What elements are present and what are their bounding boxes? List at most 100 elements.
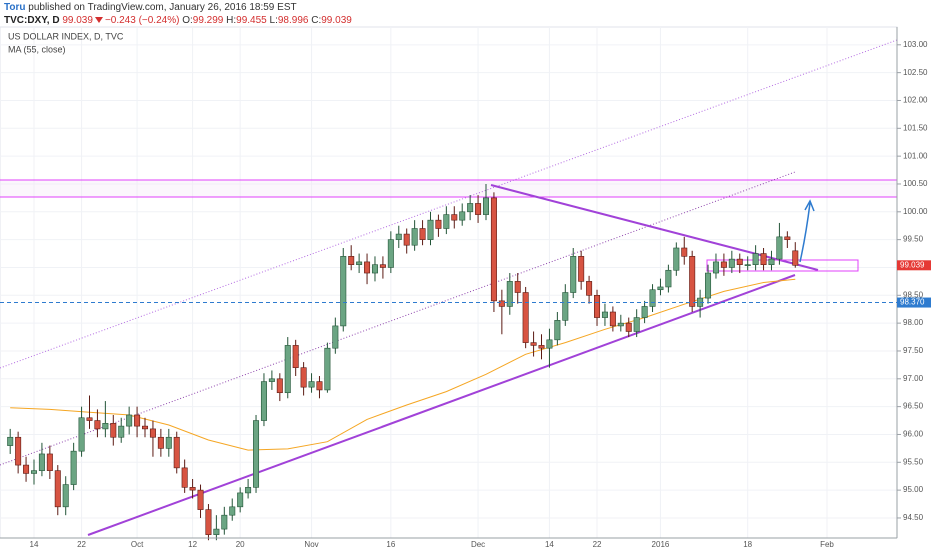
candle-body <box>126 414 133 427</box>
ohlc-label: L: <box>269 15 278 26</box>
candle-body <box>30 470 37 474</box>
x-tick-label: 12 <box>188 540 197 549</box>
candle-body <box>609 311 616 327</box>
candle-body <box>546 339 553 349</box>
candle-body <box>792 250 799 266</box>
x-tick-label: Nov <box>304 540 318 549</box>
candle-body <box>689 256 696 307</box>
x-tick-label: Oct <box>131 540 144 549</box>
candle-body <box>665 269 672 288</box>
drawings <box>0 39 898 536</box>
candle-body <box>94 420 101 430</box>
candle-body <box>490 197 497 302</box>
candle-body <box>601 311 608 318</box>
quote-line: TVC:DXY, D 99.039 −0.243 (−0.24%) O:99.29… <box>4 14 352 27</box>
ma-line <box>10 278 796 451</box>
published: published on TradingView.com, January 26… <box>28 2 297 13</box>
candle-body <box>157 436 164 449</box>
candle-body <box>760 253 767 265</box>
y-tick-label: 99.50 <box>903 235 924 244</box>
y-tick-label: 98.00 <box>903 318 924 327</box>
candle-body <box>705 272 712 299</box>
candle-body <box>562 292 569 321</box>
y-tick-label: 101.00 <box>903 151 928 160</box>
candle-body <box>586 281 593 296</box>
candle-body <box>149 428 156 438</box>
ohlc-label: C: <box>311 15 322 26</box>
x-tick-label: 22 <box>593 540 602 549</box>
x-tick-label: 14 <box>545 540 554 549</box>
candle-body <box>768 258 775 265</box>
candle-body <box>268 378 275 382</box>
candle-body <box>411 228 418 246</box>
last-price-label: 99.039 <box>900 260 925 269</box>
candle-body <box>379 264 386 268</box>
candle-body <box>38 453 45 471</box>
candle-body <box>205 509 212 535</box>
candle-body <box>23 464 30 474</box>
ohlc-label: O: <box>182 15 193 26</box>
candle-body <box>538 345 545 349</box>
candle-body <box>649 289 656 307</box>
candle-body <box>197 489 204 510</box>
y-tick-label: 102.00 <box>903 96 928 105</box>
candle-body <box>594 295 601 318</box>
candle-body <box>260 381 267 421</box>
candle-body <box>142 425 149 430</box>
candle-body <box>356 261 363 265</box>
legend-ma: MA (55, close) <box>8 44 66 54</box>
y-tick-label: 97.50 <box>903 346 924 355</box>
high: 99.455 <box>236 15 267 26</box>
last: 99.039 <box>62 15 93 26</box>
last-price-box <box>897 260 931 271</box>
candle-body <box>54 470 61 508</box>
candle-body <box>403 233 410 246</box>
candle-body <box>633 317 640 332</box>
candle-body <box>371 264 378 274</box>
candle-body <box>522 292 529 343</box>
candle-body <box>617 322 624 327</box>
y-tick-label: 94.50 <box>903 513 924 522</box>
candle-body <box>625 322 632 332</box>
y-tick-label: 102.50 <box>903 68 928 77</box>
x-tick-label: 18 <box>743 540 752 549</box>
y-tick-label: 95.00 <box>903 485 924 494</box>
candle-body <box>498 300 505 307</box>
x-tick-label: 20 <box>236 540 245 549</box>
candle-body <box>744 264 751 266</box>
candle-body <box>316 381 323 391</box>
candle-body <box>641 306 648 318</box>
target-box <box>706 259 859 272</box>
candle-body <box>181 467 188 488</box>
candle-body <box>728 258 735 268</box>
candle-body <box>62 484 69 508</box>
candle-body <box>245 487 252 494</box>
candle-body <box>340 256 347 327</box>
legend-title: US DOLLAR INDEX, D, TVC <box>8 31 124 41</box>
candle-body <box>419 228 426 240</box>
candle-body <box>300 367 307 388</box>
candle-body <box>118 425 125 438</box>
candle-body <box>506 281 513 307</box>
x-tick-label: Feb <box>820 540 834 549</box>
candle-body <box>134 414 141 427</box>
candle-body <box>752 253 759 265</box>
price-line-box <box>897 297 931 308</box>
support-line <box>87 274 796 536</box>
candle-body <box>673 247 680 271</box>
candle-body <box>7 436 14 446</box>
candle-body <box>554 320 561 341</box>
candle-body <box>530 342 537 346</box>
y-tick-label: 100.00 <box>903 207 928 216</box>
publish-line: Toru published on TradingView.com, Janua… <box>4 1 352 14</box>
y-tick-label: 96.50 <box>903 402 924 411</box>
candle-body <box>324 347 331 391</box>
channel-line <box>0 39 898 369</box>
ohlc-label: H: <box>226 15 237 26</box>
change: −0.243 (−0.24%) <box>104 15 180 26</box>
y-tick-label: 96.00 <box>903 430 924 439</box>
candle-body <box>292 345 299 368</box>
down-icon <box>94 17 103 24</box>
y-tick-label: 98.50 <box>903 290 924 299</box>
arrow-head <box>804 199 815 212</box>
